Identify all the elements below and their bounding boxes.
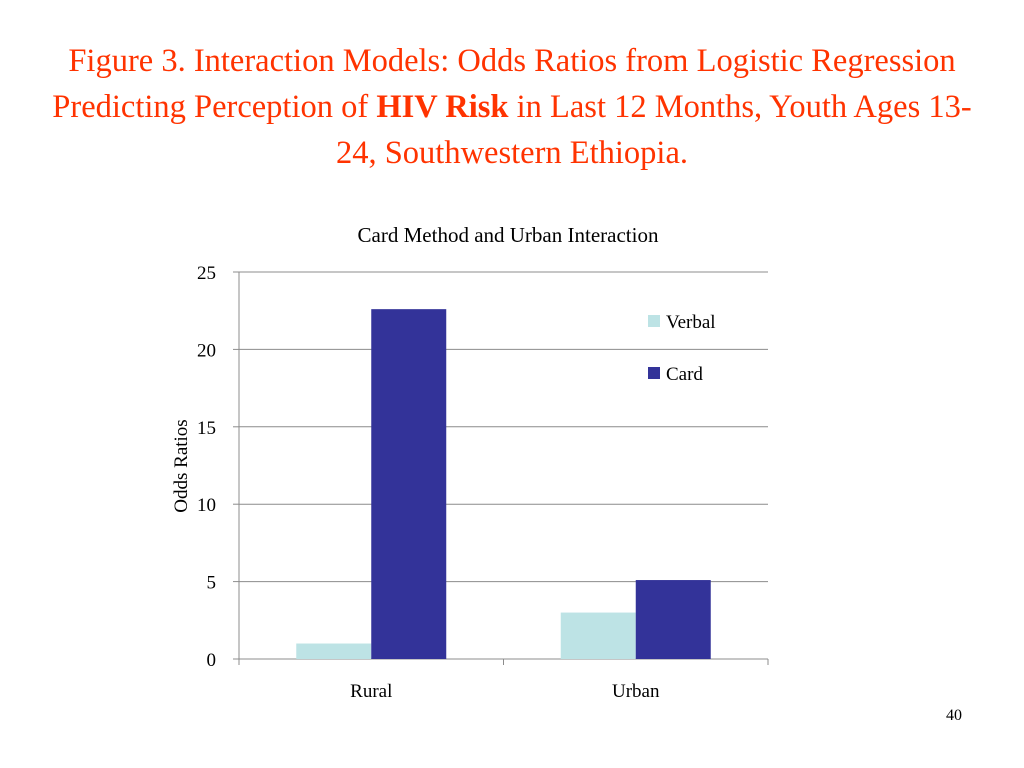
legend-label-card: Card	[666, 364, 703, 385]
y-tick-label: 0	[207, 650, 217, 671]
legend-swatch-verbal	[648, 315, 660, 327]
bars	[296, 309, 711, 659]
y-tick-label: 20	[197, 340, 216, 361]
y-tick-label: 5	[207, 573, 217, 594]
x-category-labels: Rural Urban	[350, 681, 660, 702]
slide-title: Figure 3. Interaction Models: Odds Ratio…	[40, 38, 984, 176]
gridlines	[239, 271, 768, 583]
y-tick-label: 25	[197, 263, 216, 284]
y-tick-label: 15	[197, 418, 216, 439]
bar-verbal-rural	[296, 643, 372, 659]
bar-card-urban	[635, 580, 711, 659]
title-text-start: Figure 3. Interaction Models: Odds Ratio…	[52, 43, 956, 125]
x-category-label: Urban	[612, 681, 660, 702]
y-axis-label: Odds Ratios	[171, 419, 192, 512]
chart-title: Card Method and Urban Interaction	[358, 223, 659, 247]
x-category-label: Rural	[350, 681, 392, 702]
y-tick-labels: 0 5 10 15 20 25	[197, 263, 216, 671]
bar-card-rural	[371, 309, 447, 659]
title-text-end: in Last 12 Months, Youth Ages 13-24, Sou…	[335, 89, 972, 171]
legend-swatch-card	[648, 367, 660, 379]
y-tick-label: 10	[197, 495, 216, 516]
legend-label-verbal: Verbal	[666, 312, 716, 333]
legend: Verbal Card	[648, 312, 716, 385]
slide-number: 40	[946, 707, 962, 724]
bar-verbal-urban	[560, 612, 636, 659]
title-emphasis: HIV Risk	[376, 89, 509, 125]
